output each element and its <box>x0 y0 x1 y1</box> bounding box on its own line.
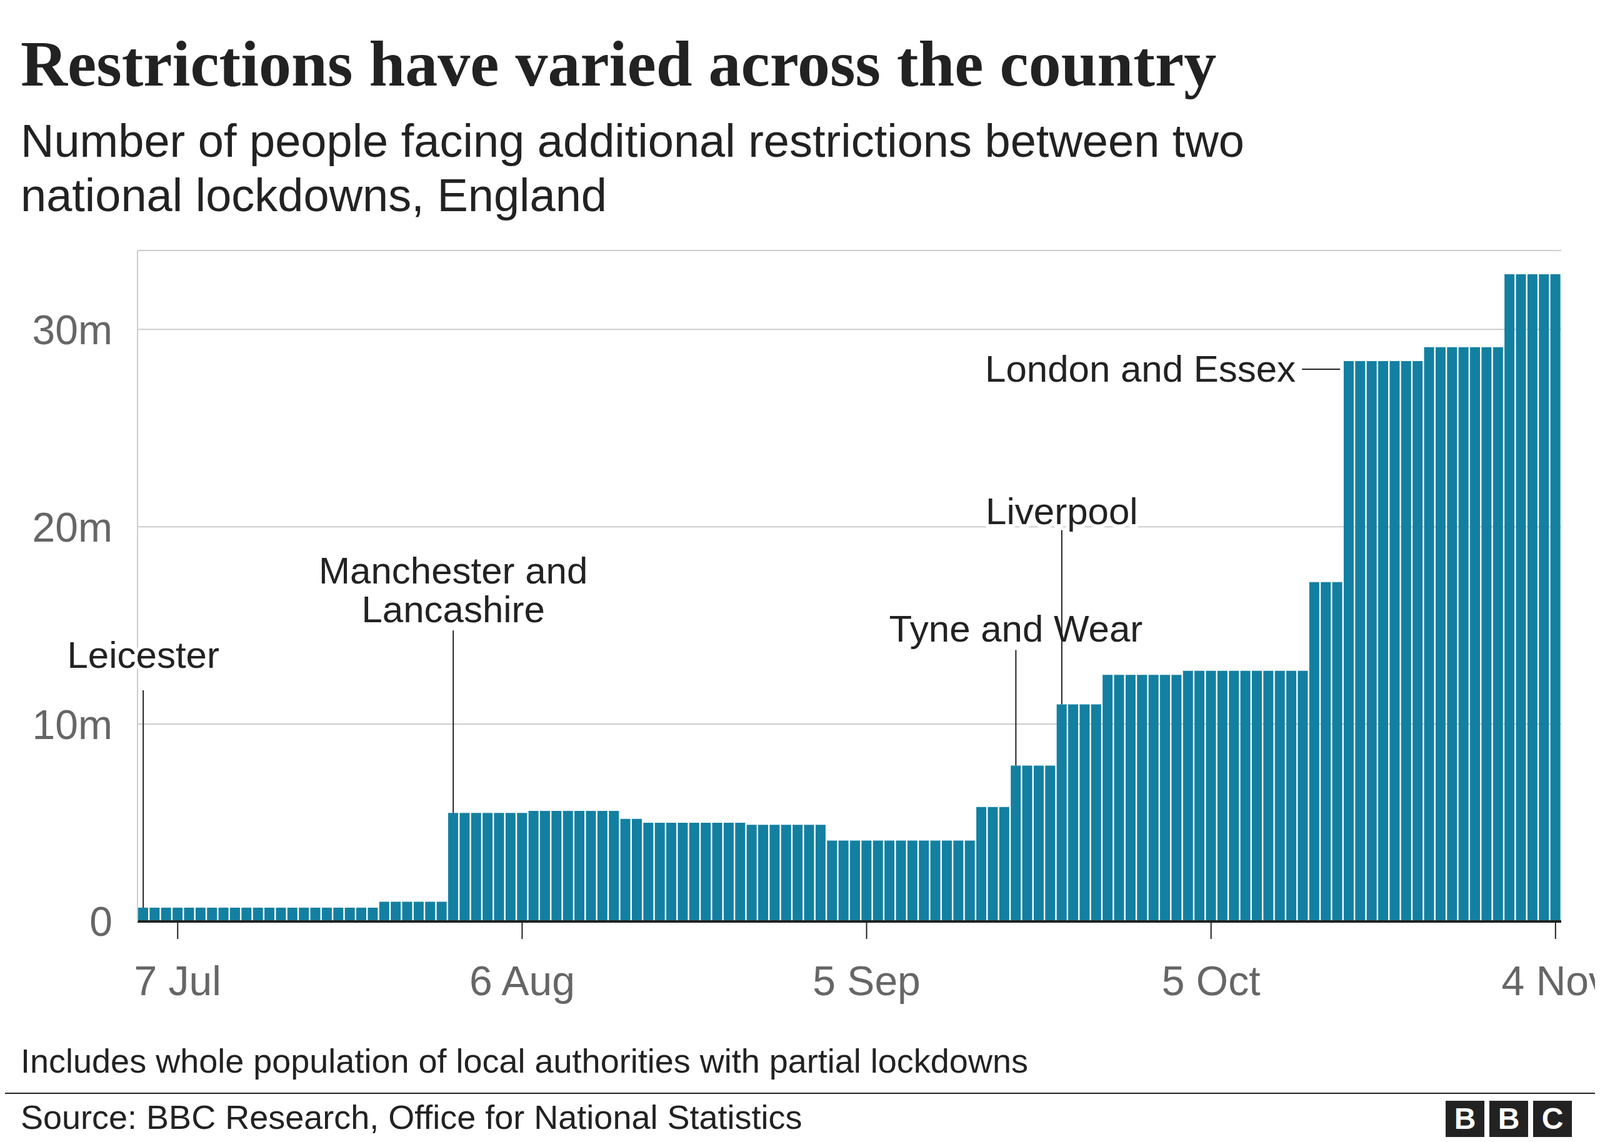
html-text:B: B <box>1497 1102 1520 1136</box>
html-text:C: C <box>1541 1102 1564 1136</box>
html-text:Source: BBC Research, Office f: Source: BBC Research, Office for Nationa… <box>20 1098 803 1137</box>
svg-text:Manchester andLancashire: Manchester andLancashire <box>318 550 588 631</box>
svg-text:Liverpool: Liverpool <box>985 490 1139 533</box>
svg-text:4 Nov: 4 Nov <box>1501 958 1595 1005</box>
svg-text:6 Aug: 6 Aug <box>469 958 575 1005</box>
svg-text:Leicester: Leicester <box>66 634 219 677</box>
html-text:B: B <box>1454 1102 1476 1136</box>
html-text:Includes whole population of l: Includes whole population of local autho… <box>20 1042 1029 1080</box>
html-text:Restrictions have varied acros: Restrictions have varied across the coun… <box>20 27 1217 100</box>
svg-text:London and Essex: London and Essex <box>985 348 1296 390</box>
svg-text:0: 0 <box>89 898 113 945</box>
svg-text:Tyne and Wear: Tyne and Wear <box>888 608 1143 650</box>
svg-text:30m: 30m <box>32 306 113 354</box>
svg-text:10m: 10m <box>32 701 113 749</box>
svg-text:7 Jul: 7 Jul <box>134 958 222 1005</box>
svg-text:20m: 20m <box>32 504 113 551</box>
html-text:Number of people facing additi: Number of people facing additional restr… <box>20 115 1245 222</box>
svg-text:5 Sep: 5 Sep <box>812 958 920 1005</box>
svg-text:5 Oct: 5 Oct <box>1161 958 1261 1005</box>
